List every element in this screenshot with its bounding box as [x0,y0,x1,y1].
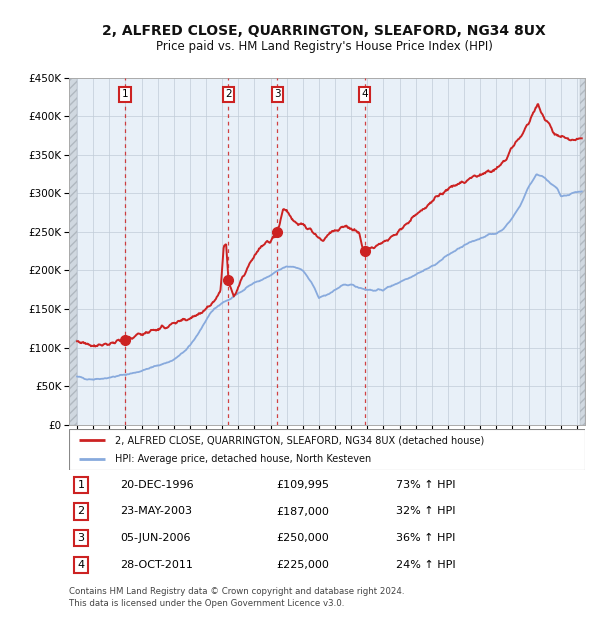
Text: 36% ↑ HPI: 36% ↑ HPI [396,533,455,543]
Text: This data is licensed under the Open Government Licence v3.0.: This data is licensed under the Open Gov… [69,598,344,608]
Text: 32% ↑ HPI: 32% ↑ HPI [396,507,455,516]
Text: £250,000: £250,000 [276,533,329,543]
Text: £187,000: £187,000 [276,507,329,516]
Text: £225,000: £225,000 [276,560,329,570]
Text: 3: 3 [274,89,281,99]
Text: 2, ALFRED CLOSE, QUARRINGTON, SLEAFORD, NG34 8UX (detached house): 2, ALFRED CLOSE, QUARRINGTON, SLEAFORD, … [115,435,485,445]
Text: 2, ALFRED CLOSE, QUARRINGTON, SLEAFORD, NG34 8UX: 2, ALFRED CLOSE, QUARRINGTON, SLEAFORD, … [102,24,546,38]
Bar [580,78,585,425]
Text: £109,995: £109,995 [276,480,329,490]
Text: 73% ↑ HPI: 73% ↑ HPI [396,480,455,490]
Text: 1: 1 [122,89,128,99]
Text: 1: 1 [77,480,85,490]
Text: Contains HM Land Registry data © Crown copyright and database right 2024.: Contains HM Land Registry data © Crown c… [69,587,404,596]
Text: 20-DEC-1996: 20-DEC-1996 [120,480,194,490]
Text: HPI: Average price, detached house, North Kesteven: HPI: Average price, detached house, Nort… [115,454,371,464]
Text: 28-OCT-2011: 28-OCT-2011 [120,560,193,570]
Text: 2: 2 [225,89,232,99]
Text: 4: 4 [77,560,85,570]
Text: 4: 4 [361,89,368,99]
Text: 05-JUN-2006: 05-JUN-2006 [120,533,191,543]
Text: 2: 2 [77,507,85,516]
Text: 3: 3 [77,533,85,543]
Text: 23-MAY-2003: 23-MAY-2003 [120,507,192,516]
Bar [69,78,77,425]
Bar [69,78,77,425]
Text: 24% ↑ HPI: 24% ↑ HPI [396,560,455,570]
Bar [580,78,585,425]
Text: Price paid vs. HM Land Registry's House Price Index (HPI): Price paid vs. HM Land Registry's House … [155,40,493,53]
